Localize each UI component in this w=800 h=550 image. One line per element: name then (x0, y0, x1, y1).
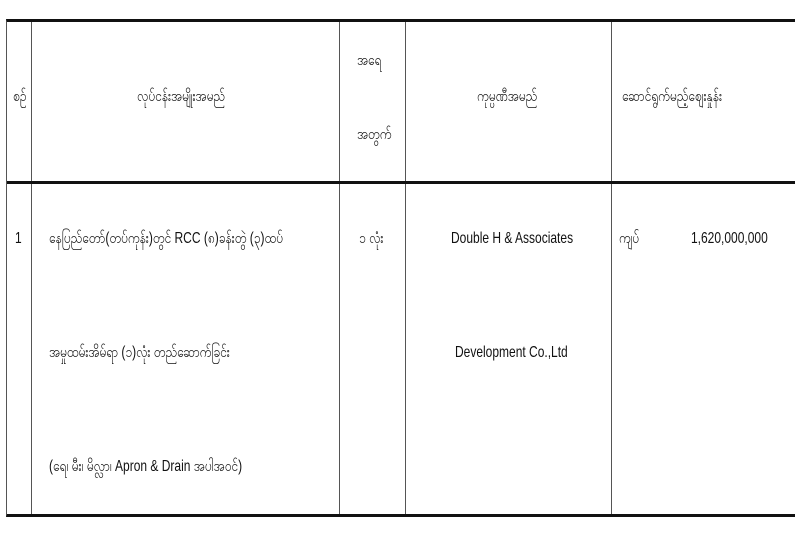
col-company (405, 22, 612, 514)
row-company-line-2: Development Co.,Ltd (455, 344, 568, 361)
col-quantity (339, 22, 406, 514)
row-quantity: ၁ လုံး (359, 230, 384, 247)
contract-table: စဉ် လုပ်ငန်းအမျိုးအမည် အရေ အတွက် ကုမ္ပဏီ… (6, 19, 795, 517)
row-price: 1,620,000,000 (691, 230, 768, 247)
header-work-type: လုပ်ငန်းအမျိုးအမည် (137, 88, 226, 105)
col-work (31, 22, 340, 514)
row-work-line-2: အမှုထမ်းအိမ်ရာ (၁)လုံး တည်ဆောက်ခြင်း (49, 344, 230, 361)
row-company-line-1: Double H & Associates (451, 230, 574, 247)
row-currency: ကျပ် (619, 230, 640, 247)
header-divider (7, 181, 795, 184)
header-quantity-2: အတွက် (357, 126, 392, 143)
row-work-line-1: နေပြည်တော်(တပ်ကုန်း)တွင် RCC (၈)ခန်းတွဲ … (49, 230, 283, 247)
col-no (7, 22, 32, 514)
header-company: ကုမ္ပဏီအမည် (477, 88, 538, 105)
header-price: ဆောင်ရွက်မည့်စျေးနှုန်း (622, 88, 722, 105)
header-no: စဉ် (13, 88, 27, 105)
row-no: 1 (15, 230, 22, 247)
row-work-line-3: (ရေ၊ မီး၊ မိလ္လာ၊ Apron & Drain အပါအဝင်) (49, 458, 243, 475)
header-quantity-1: အရေ (357, 52, 382, 69)
